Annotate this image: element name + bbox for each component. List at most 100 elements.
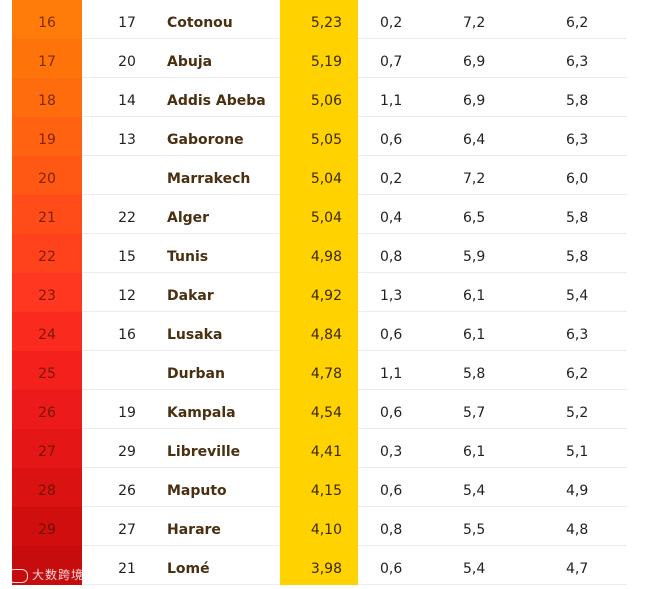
table-row: 19 13 Gaborone 5,05 0,6 6,4 6,3 <box>12 117 627 156</box>
city-name-cell: Harare <box>167 522 221 538</box>
table-row: 20 Marrakech 5,04 0,2 7,2 6,0 <box>12 156 627 195</box>
metric-c-cell: 5,8 <box>566 93 589 109</box>
table-row: 18 14 Addis Abeba 5,06 1,1 6,9 5,8 <box>12 78 627 117</box>
metric-c-cell: 4,9 <box>566 483 589 499</box>
previous-rank-cell: 20 <box>118 54 136 70</box>
score-cell: 4,98 <box>280 234 358 273</box>
table-row: 29 27 Harare 4,10 0,8 5,5 4,8 <box>12 507 627 546</box>
score-cell: 5,05 <box>280 117 358 156</box>
rank-cell: 28 <box>12 468 82 507</box>
table-row: 23 12 Dakar 4,92 1,3 6,1 5,4 <box>12 273 627 312</box>
table-row: 21 22 Alger 5,04 0,4 6,5 5,8 <box>12 195 627 234</box>
metric-b-cell: 6,1 <box>463 327 486 343</box>
score-cell: 5,19 <box>280 39 358 78</box>
metric-a-cell: 0,7 <box>380 54 403 70</box>
metric-c-cell: 6,3 <box>566 54 589 70</box>
metric-c-cell: 6,0 <box>566 171 589 187</box>
city-name-cell: Gaborone <box>167 132 244 148</box>
metric-c-cell: 4,7 <box>566 561 589 577</box>
city-name-cell: Maputo <box>167 483 227 499</box>
city-name-cell: Lomé <box>167 561 210 577</box>
metric-c-cell: 5,2 <box>566 405 589 421</box>
watermark-text: 大数跨境 <box>32 568 85 582</box>
metric-b-cell: 5,7 <box>463 405 486 421</box>
metric-c-cell: 6,2 <box>566 366 589 382</box>
metric-a-cell: 0,8 <box>380 249 403 265</box>
metric-a-cell: 0,6 <box>380 405 403 421</box>
score-cell: 4,41 <box>280 429 358 468</box>
metric-a-cell: 0,4 <box>380 210 403 226</box>
metric-b-cell: 6,9 <box>463 54 486 70</box>
city-name-cell: Durban <box>167 366 225 382</box>
previous-rank-cell: 14 <box>118 93 136 109</box>
metric-b-cell: 5,4 <box>463 483 486 499</box>
previous-rank-cell: 19 <box>118 405 136 421</box>
score-cell: 4,54 <box>280 390 358 429</box>
metric-a-cell: 1,3 <box>380 288 403 304</box>
rank-cell: 18 <box>12 78 82 117</box>
rank-cell: 20 <box>12 156 82 195</box>
metric-c-cell: 6,3 <box>566 132 589 148</box>
metric-b-cell: 5,5 <box>463 522 486 538</box>
table-row: 26 19 Kampala 4,54 0,6 5,7 5,2 <box>12 390 627 429</box>
table-row: 27 29 Libreville 4,41 0,3 6,1 5,1 <box>12 429 627 468</box>
metric-c-cell: 6,2 <box>566 15 589 31</box>
metric-a-cell: 0,6 <box>380 483 403 499</box>
table-row: 21 Lomé 3,98 0,6 5,4 4,7 <box>12 546 627 585</box>
previous-rank-cell: 12 <box>118 288 136 304</box>
metric-b-cell: 6,9 <box>463 93 486 109</box>
table-row: 25 Durban 4,78 1,1 5,8 6,2 <box>12 351 627 390</box>
metric-b-cell: 6,4 <box>463 132 486 148</box>
rank-cell: 26 <box>12 390 82 429</box>
metric-a-cell: 0,6 <box>380 327 403 343</box>
score-cell: 5,04 <box>280 195 358 234</box>
score-cell: 5,23 <box>280 0 358 39</box>
rank-cell: 21 <box>12 195 82 234</box>
city-name-cell: Lusaka <box>167 327 223 343</box>
city-name-cell: Kampala <box>167 405 236 421</box>
city-name-cell: Addis Abeba <box>167 93 266 109</box>
previous-rank-cell <box>116 351 138 390</box>
score-cell: 4,78 <box>280 351 358 390</box>
metric-b-cell: 7,2 <box>463 171 486 187</box>
previous-rank-cell: 27 <box>118 522 136 538</box>
metric-c-cell: 5,1 <box>566 444 589 460</box>
city-name-cell: Tunis <box>167 249 209 265</box>
city-name-cell: Marrakech <box>167 171 251 187</box>
score-cell: 4,15 <box>280 468 358 507</box>
score-cell: 5,06 <box>280 78 358 117</box>
score-cell: 4,92 <box>280 273 358 312</box>
previous-rank-cell: 21 <box>118 561 136 577</box>
metric-b-cell: 6,1 <box>463 444 486 460</box>
previous-rank-cell: 22 <box>118 210 136 226</box>
metric-b-cell: 6,1 <box>463 288 486 304</box>
metric-c-cell: 5,8 <box>566 249 589 265</box>
rank-cell: 25 <box>12 351 82 390</box>
previous-rank-cell: 17 <box>118 15 136 31</box>
rank-cell: 17 <box>12 39 82 78</box>
metric-c-cell: 5,4 <box>566 288 589 304</box>
previous-rank-cell: 15 <box>118 249 136 265</box>
table-row: 17 20 Abuja 5,19 0,7 6,9 6,3 <box>12 39 627 78</box>
previous-rank-cell: 16 <box>118 327 136 343</box>
metric-c-cell: 6,3 <box>566 327 589 343</box>
metric-a-cell: 1,1 <box>380 366 403 382</box>
rank-cell: 24 <box>12 312 82 351</box>
score-cell: 5,04 <box>280 156 358 195</box>
metric-b-cell: 7,2 <box>463 15 486 31</box>
metric-b-cell: 5,8 <box>463 366 486 382</box>
previous-rank-cell: 29 <box>118 444 136 460</box>
metric-b-cell: 6,5 <box>463 210 486 226</box>
score-cell: 3,98 <box>280 546 358 585</box>
city-name-cell: Cotonou <box>167 15 233 31</box>
table-row: 28 26 Maputo 4,15 0,6 5,4 4,9 <box>12 468 627 507</box>
score-cell: 4,10 <box>280 507 358 546</box>
previous-rank-cell: 13 <box>118 132 136 148</box>
city-name-cell: Alger <box>167 210 210 226</box>
rank-cell: 27 <box>12 429 82 468</box>
watermark-logo-icon <box>8 568 28 583</box>
table-row: 22 15 Tunis 4,98 0,8 5,9 5,8 <box>12 234 627 273</box>
metric-a-cell: 0,6 <box>380 561 403 577</box>
metric-a-cell: 0,2 <box>380 171 403 187</box>
